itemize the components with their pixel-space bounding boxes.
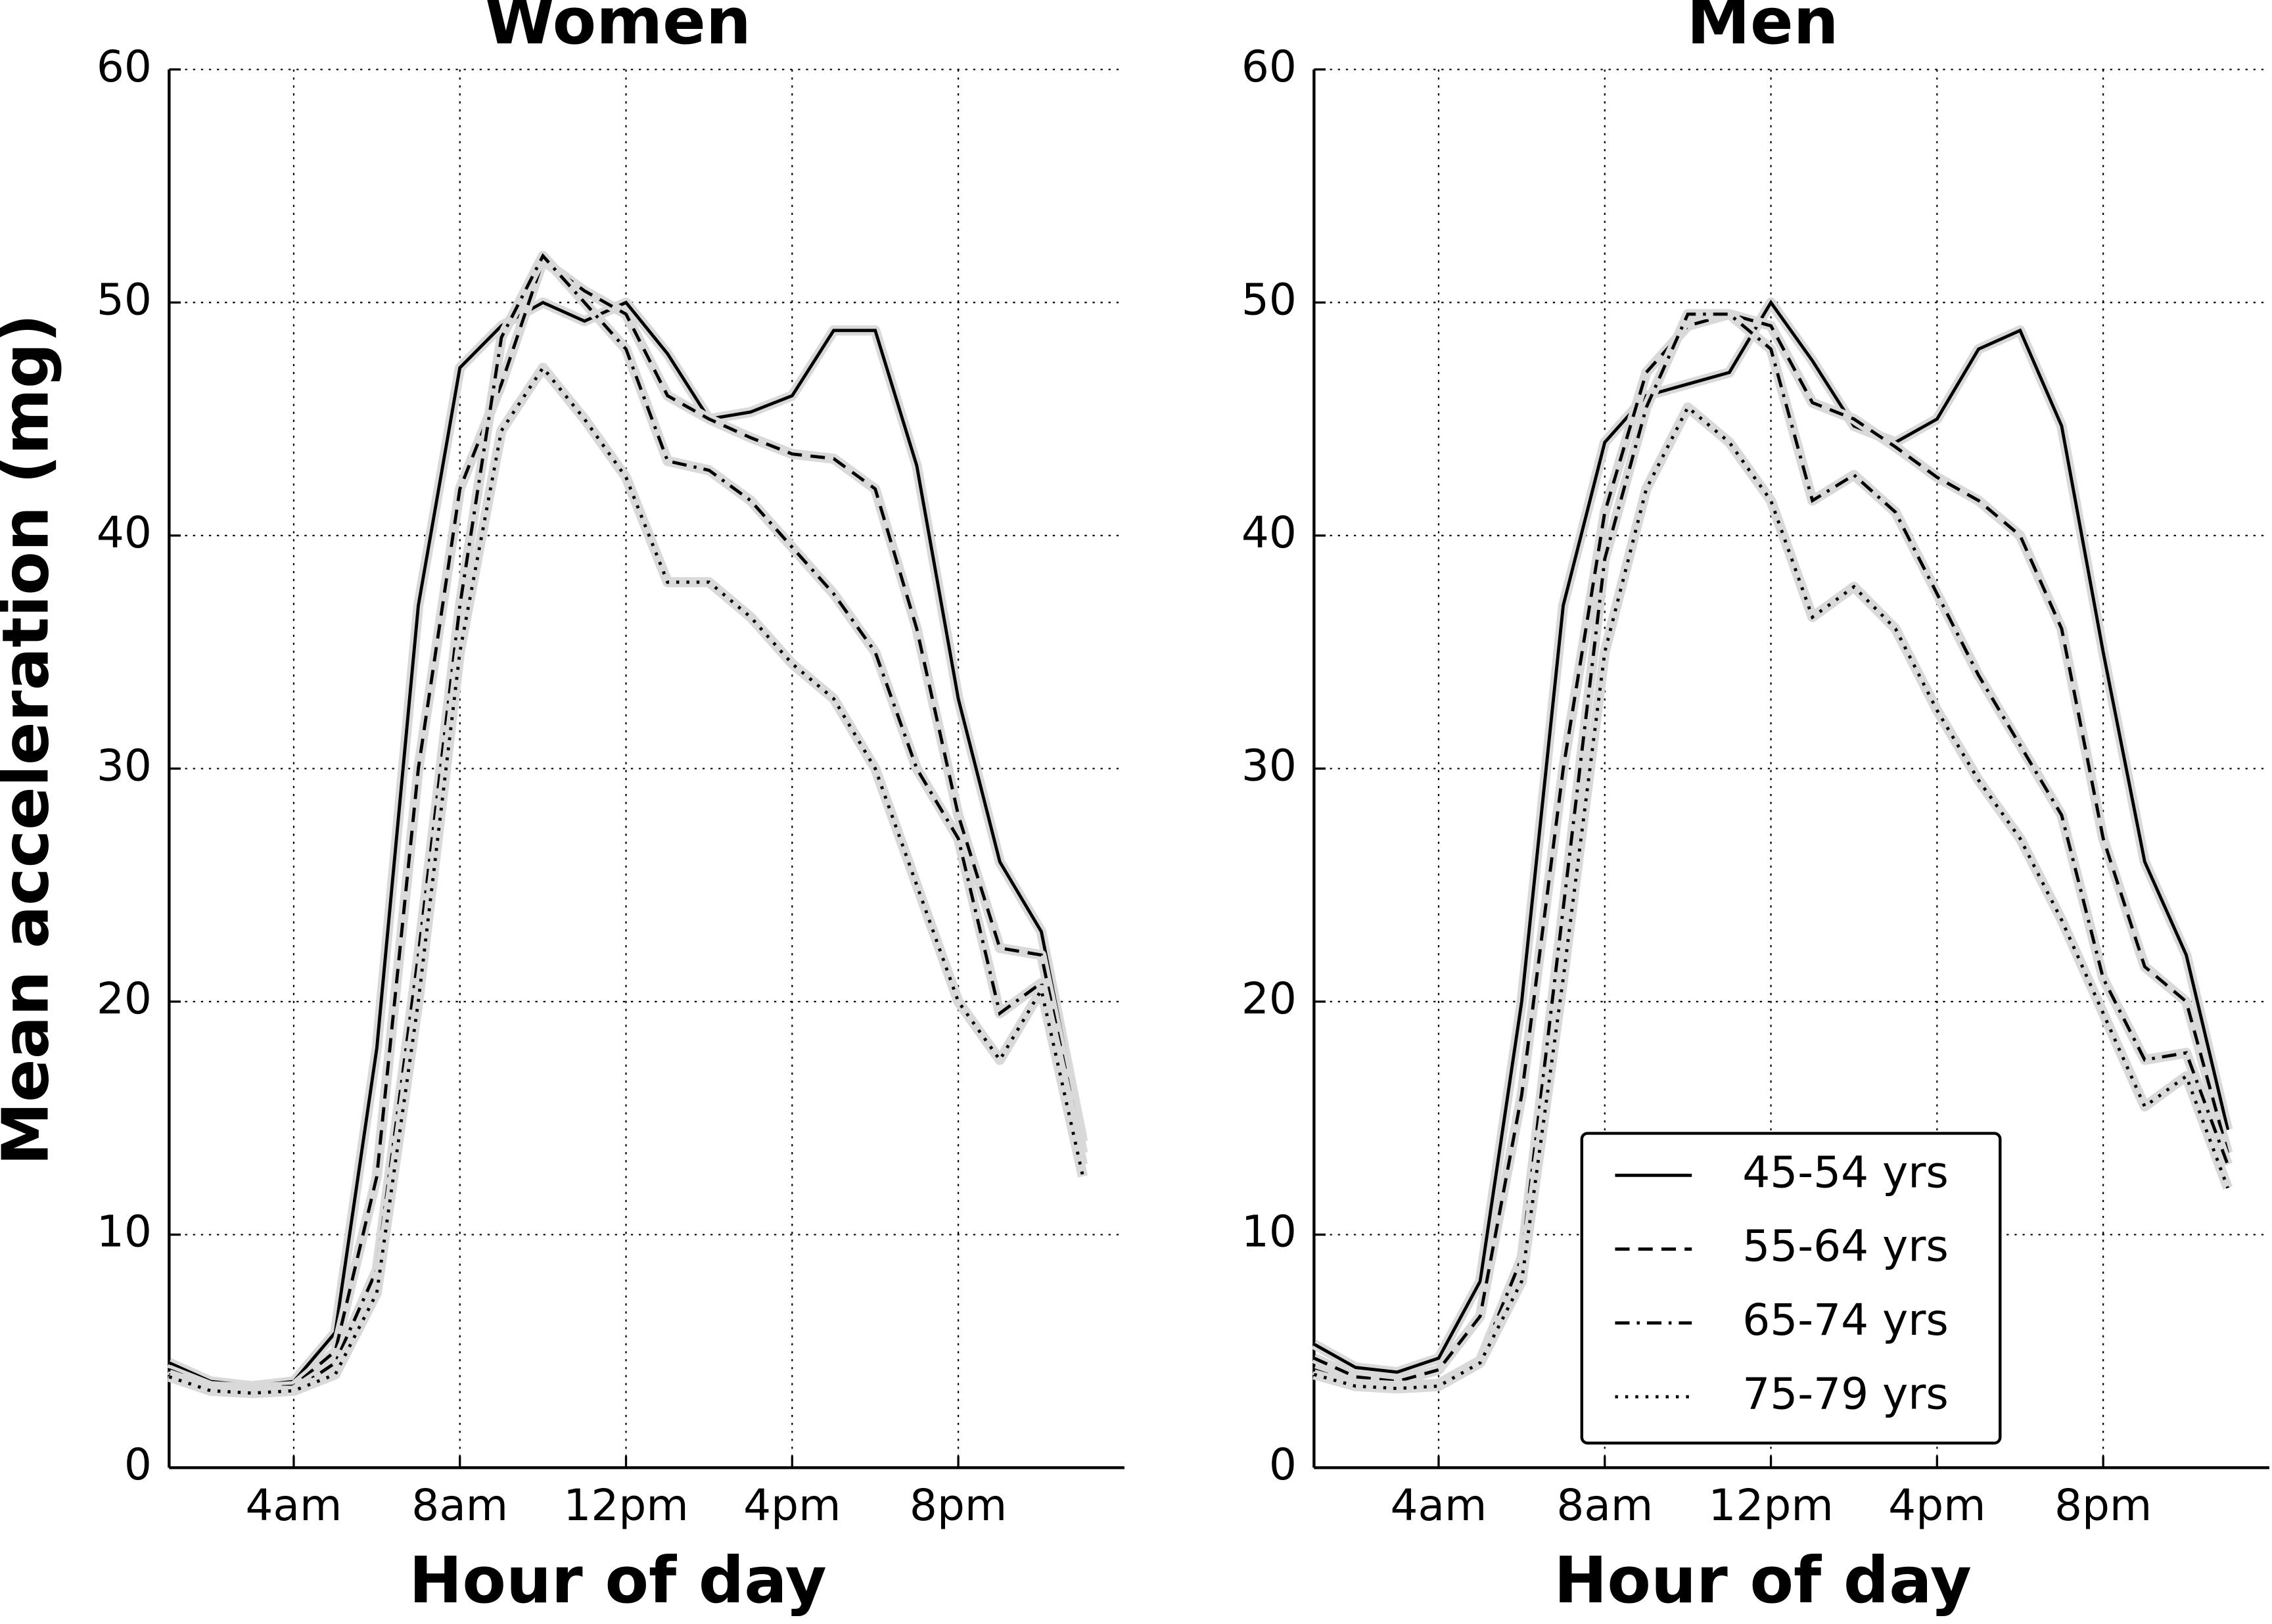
x-tick-label: 4am xyxy=(1391,1480,1487,1531)
series-line xyxy=(1313,312,2229,1388)
y-tick-label: 60 xyxy=(1241,41,1297,92)
series-line xyxy=(168,365,1085,1395)
legend-label: 65-74 yrs xyxy=(1742,1295,1949,1345)
y-tick-label: 30 xyxy=(97,740,152,791)
chart-title: Men xyxy=(1687,0,1839,58)
band xyxy=(167,297,1088,1391)
band xyxy=(167,250,1088,1396)
y-tick-label: 10 xyxy=(97,1207,152,1257)
series-line xyxy=(168,258,1085,1391)
x-tick-label: 4pm xyxy=(1888,1480,1985,1531)
y-tick-label: 50 xyxy=(97,274,152,325)
y-tick-label: 10 xyxy=(1241,1207,1297,1257)
legend-label: 55-64 yrs xyxy=(1742,1221,1949,1272)
y-axis-label: Mean acceleration (mg) xyxy=(0,313,62,1165)
x-tick-label: 8pm xyxy=(910,1480,1007,1531)
y-tick-label: 50 xyxy=(1241,274,1297,325)
x-axis-label: Hour of day xyxy=(1554,1543,1972,1617)
series-line xyxy=(1313,299,2230,1374)
y-tick-label: 30 xyxy=(1241,740,1297,791)
legend-box xyxy=(1580,1132,2002,1445)
series-line xyxy=(1313,312,2230,1383)
y-tick-label: 40 xyxy=(1241,507,1297,558)
x-tick-label: 12pm xyxy=(1708,1480,1833,1531)
chart-title: Women xyxy=(484,0,751,58)
x-tick-label: 12pm xyxy=(563,1480,688,1531)
y-tick-label: 20 xyxy=(97,973,152,1024)
y-tick-label: 20 xyxy=(1241,973,1297,1024)
legend-label: 75-79 yrs xyxy=(1742,1368,1949,1419)
band xyxy=(1312,402,2233,1394)
x-tick-label: 4pm xyxy=(743,1480,841,1531)
y-tick-label: 60 xyxy=(97,41,152,92)
band xyxy=(167,362,1088,1399)
legend-label: 45-54 yrs xyxy=(1742,1147,1949,1197)
series-line xyxy=(168,253,1085,1393)
x-tick-label: 8am xyxy=(411,1480,508,1531)
y-tick-label: 0 xyxy=(124,1439,152,1490)
y-tick-label: 40 xyxy=(97,507,152,558)
series-line xyxy=(168,300,1085,1388)
y-tick-label: 0 xyxy=(1269,1439,1297,1490)
x-axis-label: Hour of day xyxy=(409,1543,827,1617)
x-tick-label: 4am xyxy=(246,1480,342,1531)
x-tick-label: 8pm xyxy=(2054,1480,2152,1531)
x-tick-label: 8am xyxy=(1556,1480,1653,1531)
